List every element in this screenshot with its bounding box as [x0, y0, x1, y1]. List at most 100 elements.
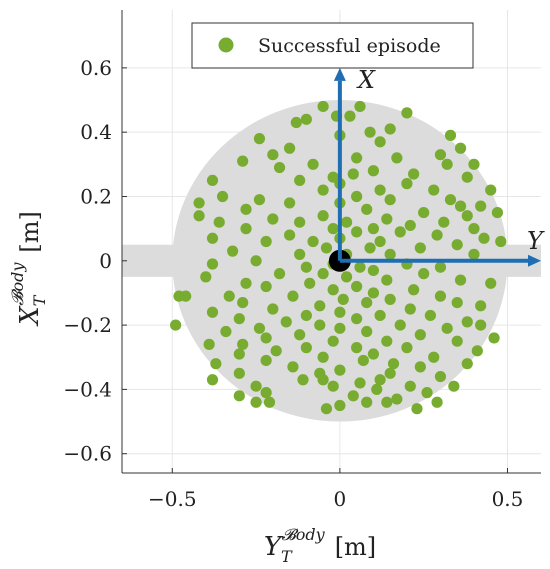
data-point: [260, 354, 272, 367]
x-axis-label-sub: T: [281, 547, 293, 566]
data-point: [250, 380, 262, 392]
data-point: [240, 277, 252, 289]
data-point: [438, 216, 450, 228]
data-point: [454, 200, 467, 212]
data-point: [240, 203, 252, 215]
data-point: [394, 226, 406, 238]
data-point: [381, 213, 393, 225]
y-tick-label: 0.4: [80, 120, 112, 144]
data-point: [351, 342, 363, 354]
data-point: [213, 216, 225, 228]
data-point: [367, 223, 379, 235]
data-point: [253, 133, 266, 145]
data-point: [294, 216, 306, 228]
data-point: [354, 261, 366, 273]
data-point: [451, 296, 463, 309]
data-point: [361, 396, 373, 408]
data-point: [347, 168, 359, 180]
body-frame: XY: [328, 66, 545, 272]
data-point: [351, 190, 363, 203]
data-point: [267, 303, 279, 315]
data-point: [485, 184, 497, 196]
data-point: [374, 184, 386, 196]
data-point: [193, 210, 205, 222]
legend: Successful episode: [191, 22, 474, 69]
data-point: [371, 383, 383, 396]
data-point: [284, 142, 296, 154]
data-point: [394, 319, 406, 331]
y-tick-label: 0: [99, 249, 112, 273]
data-point: [327, 223, 339, 235]
data-point: [351, 226, 363, 238]
data-point: [361, 325, 373, 338]
data-point: [240, 223, 252, 235]
data-point: [170, 319, 182, 331]
data-point: [468, 223, 480, 235]
data-point: [347, 390, 359, 402]
data-point: [485, 277, 497, 289]
data-point: [334, 399, 346, 412]
data-point: [357, 354, 369, 367]
data-point: [374, 136, 386, 148]
data-point: [488, 332, 500, 344]
data-point: [284, 229, 296, 241]
data-point: [300, 261, 312, 273]
data-point: [381, 396, 393, 408]
frame-axis-y-head: [528, 254, 541, 267]
data-point: [250, 255, 262, 267]
x-axis-label-sup: 𝓑ody: [282, 525, 326, 544]
data-point: [287, 361, 299, 373]
data-point: [424, 309, 436, 322]
y-axis-label-sub: T: [30, 294, 49, 306]
data-point: [391, 393, 403, 405]
data-point: [401, 342, 413, 354]
data-point: [334, 322, 346, 334]
x-tick-label: 0.5: [492, 487, 524, 511]
data-point: [364, 242, 376, 254]
data-point: [206, 374, 219, 386]
data-point: [367, 348, 379, 360]
data-point: [300, 342, 312, 354]
data-point: [253, 194, 266, 206]
data-point: [418, 206, 430, 219]
data-point: [418, 268, 430, 280]
tick-labels: −0.5 0 0.5 −0.6 −0.4 −0.2 0 0.2 0.4 0.6: [63, 56, 523, 511]
legend-box: [191, 22, 474, 69]
data-point: [374, 235, 386, 248]
data-point: [381, 335, 393, 347]
data-point: [414, 329, 426, 341]
data-point: [404, 303, 416, 315]
x-tick-label: −0.5: [148, 487, 197, 511]
data-point: [461, 358, 473, 370]
frame-axis-x-label: X: [356, 66, 376, 94]
data-point: [468, 248, 480, 260]
data-point: [421, 387, 433, 399]
data-point: [478, 232, 490, 244]
data-point: [263, 396, 276, 408]
data-point: [468, 158, 480, 170]
data-point: [461, 210, 473, 222]
data-point: [475, 319, 487, 331]
data-point: [471, 345, 483, 357]
data-point: [206, 232, 219, 244]
data-point: [260, 332, 272, 344]
data-point: [491, 206, 504, 219]
data-point: [317, 210, 329, 222]
data-point: [304, 277, 316, 289]
data-point: [441, 158, 453, 170]
data-point: [351, 152, 363, 164]
data-point: [354, 377, 366, 389]
x-axis-label-unit: [m]: [335, 533, 376, 561]
data-point: [267, 149, 279, 161]
data-point: [340, 216, 353, 228]
data-point: [206, 174, 219, 187]
data-point: [340, 271, 353, 283]
y-axis-label: XT𝓑ody [m]: [8, 211, 49, 327]
y-axis-label-main: X: [15, 305, 45, 327]
data-point: [200, 271, 212, 283]
data-point: [327, 284, 339, 296]
plot-axes: [121, 10, 541, 474]
data-point: [461, 171, 473, 183]
data-point: [314, 300, 326, 312]
data-point: [384, 248, 396, 260]
